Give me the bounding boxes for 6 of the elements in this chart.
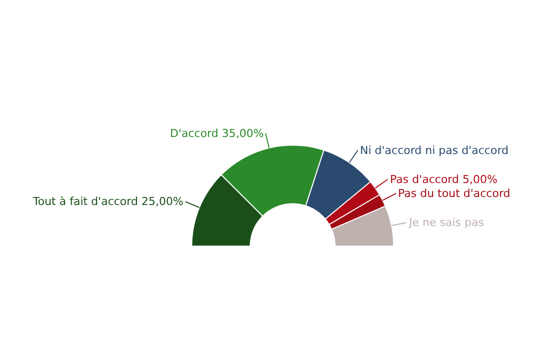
slice-label: Ni d'accord ni pas d'accord bbox=[360, 144, 509, 157]
slice-label: Pas d'accord 5,00% bbox=[390, 173, 498, 186]
slice-label: Pas du tout d'accord bbox=[398, 187, 510, 200]
slice-label: Tout à fait d'accord 25,00% bbox=[32, 195, 184, 208]
slice-label: D'accord 35,00% bbox=[170, 127, 264, 140]
slice-label: Je ne sais pas bbox=[408, 216, 484, 229]
